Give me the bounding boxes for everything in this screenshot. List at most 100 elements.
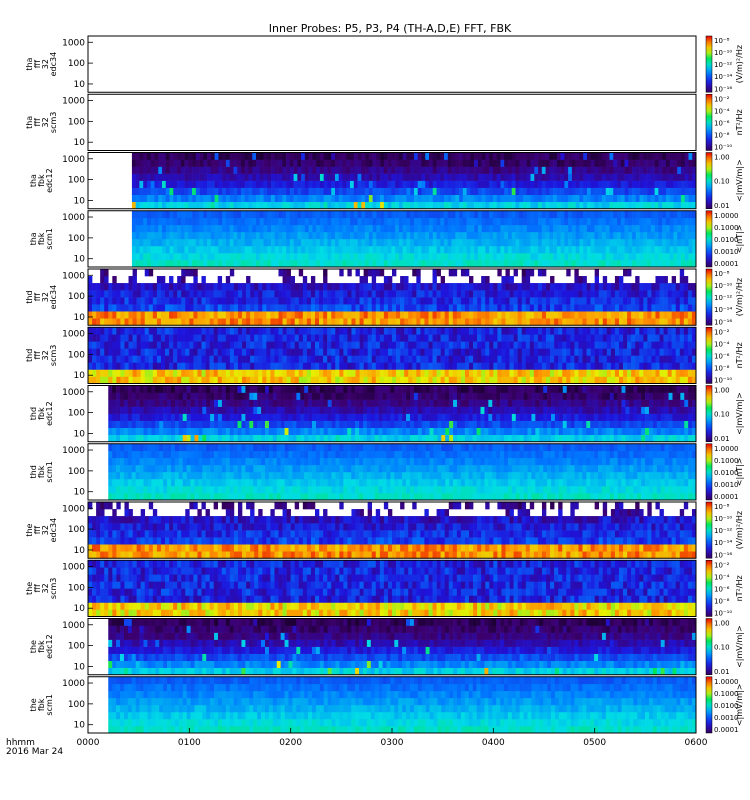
spectrogram-cell	[534, 180, 539, 188]
spectrogram-cell	[679, 276, 685, 284]
spectrogram-cell	[338, 238, 343, 247]
spectrogram-cell	[655, 376, 660, 384]
spectrogram-cell	[664, 434, 669, 443]
spectrogram-cell	[408, 327, 413, 335]
spectrogram-cell	[379, 341, 385, 349]
spectrogram-cell	[412, 341, 417, 349]
spectrogram-cell	[131, 238, 136, 247]
spectrogram-cell	[136, 341, 141, 349]
spectrogram-cell	[350, 152, 355, 160]
spectrogram-cell	[420, 334, 425, 342]
spectrogram-cell	[221, 318, 227, 326]
spectrogram-cell	[684, 201, 689, 210]
spectrogram-cell	[627, 283, 632, 291]
spectrogram-cell	[108, 362, 113, 370]
spectrogram-cell	[417, 427, 423, 436]
spectrogram-cell	[529, 355, 535, 363]
spectrogram-cell	[278, 159, 283, 167]
spectrogram-cell	[205, 283, 210, 291]
spectrogram-cell	[436, 341, 441, 349]
spectrogram-cell	[244, 245, 249, 254]
spectrogram-cell	[286, 180, 291, 188]
spectrogram-cell	[214, 187, 219, 195]
spectrogram-cell	[169, 245, 174, 254]
spectrogram-cell	[203, 187, 208, 195]
spectrogram-cell	[308, 194, 313, 203]
spectrogram-cell	[100, 355, 105, 363]
spectrogram-cell	[327, 283, 332, 291]
spectrogram-cell	[274, 327, 279, 335]
spectrogram-cell	[586, 224, 591, 233]
spectrogram-cell	[647, 348, 652, 356]
y-label-line: fff	[33, 60, 42, 69]
spectrogram-cell	[177, 245, 182, 254]
spectrogram-cell	[343, 362, 348, 370]
spectrogram-cell	[624, 173, 629, 181]
spectrogram-cell	[323, 269, 328, 277]
spectrogram-cell	[128, 362, 133, 370]
spectrogram-cell	[575, 173, 580, 181]
spectrogram-cell	[437, 427, 442, 436]
spectrogram-cell	[210, 152, 215, 160]
spectrogram-cell	[659, 318, 664, 326]
spectrogram-cell	[342, 152, 347, 160]
spectrogram-cell	[296, 434, 301, 443]
spectrogram-cell	[667, 355, 672, 363]
spectrogram-cell	[526, 180, 531, 188]
spectrogram-cell	[658, 201, 663, 210]
spectrogram-cell	[663, 369, 668, 377]
spectrogram-cell	[201, 283, 206, 291]
spectrogram-cell	[323, 297, 328, 305]
spectrogram-cell	[691, 327, 697, 335]
spectrogram-cell	[635, 180, 640, 188]
spectrogram-cell	[519, 434, 524, 443]
spectrogram-cell	[574, 348, 579, 356]
spectrogram-cell	[517, 376, 522, 384]
spectrogram-cell	[261, 434, 266, 443]
spectrogram-cell	[460, 297, 466, 305]
spectrogram-cell	[362, 427, 368, 436]
spectrogram-cell	[124, 297, 129, 305]
spectrogram-cell	[319, 369, 324, 377]
spectrogram-cell	[456, 318, 462, 326]
spectrogram-cell	[173, 297, 178, 305]
spectrogram-cell	[367, 348, 373, 356]
spectrogram-cell	[162, 245, 167, 254]
spectrogram-cell	[342, 238, 347, 247]
spectrogram-cell	[199, 217, 204, 226]
spectrogram-cell	[687, 311, 693, 319]
spectrogram-cell	[289, 217, 294, 226]
spectrogram-cell	[575, 159, 580, 167]
spectrogram-cell	[444, 369, 450, 377]
spectrogram-cell	[131, 194, 136, 203]
spectrogram-cell	[521, 369, 527, 377]
spectrogram-cell	[571, 210, 576, 219]
spectrogram-cell	[237, 290, 243, 298]
colorbar-tick-label: 10⁻⁸	[714, 37, 730, 45]
spectrogram-cell	[667, 304, 672, 312]
spectrogram-cell	[225, 276, 231, 284]
spectrogram-cell	[594, 152, 599, 160]
spectrogram-cell	[131, 231, 136, 240]
spectrogram-cell	[493, 362, 498, 370]
spectrogram-cell	[444, 355, 450, 363]
spectrogram-cell	[594, 341, 600, 349]
spectrogram-cell	[355, 427, 360, 436]
spectrogram-cell	[650, 187, 655, 195]
spectrogram-cell	[203, 166, 208, 174]
spectrogram-cell	[262, 376, 267, 384]
spectrogram-cell	[523, 152, 528, 160]
spectrogram-cell	[417, 252, 422, 261]
spectrogram-cell	[464, 327, 470, 335]
spectrogram-cell	[444, 194, 449, 203]
spectrogram-cell	[327, 217, 332, 226]
spectrogram-cell	[181, 304, 186, 312]
spectrogram-cell	[274, 376, 279, 384]
spectrogram-cell	[331, 369, 336, 377]
spectrogram-cell	[582, 355, 587, 363]
spectrogram-cell	[504, 194, 509, 203]
spectrogram-cell	[306, 311, 312, 319]
spectrogram-cell	[408, 318, 413, 326]
spectrogram-cell	[375, 304, 381, 312]
spectrogram-cell	[365, 238, 370, 247]
